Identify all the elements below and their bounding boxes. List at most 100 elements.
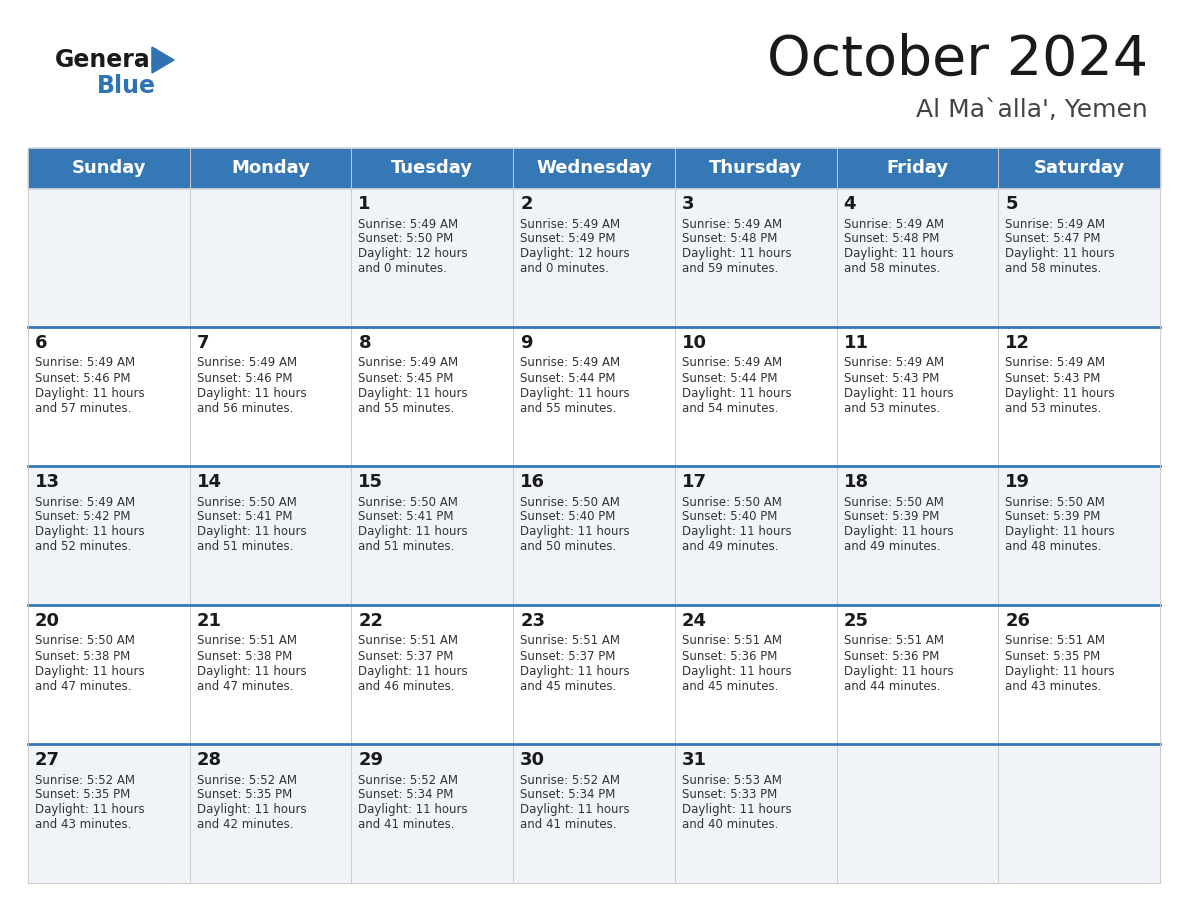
Text: Sunset: 5:36 PM: Sunset: 5:36 PM (682, 650, 777, 663)
Text: Sunset: 5:38 PM: Sunset: 5:38 PM (197, 650, 292, 663)
Text: Daylight: 11 hours: Daylight: 11 hours (34, 803, 145, 816)
Text: and 51 minutes.: and 51 minutes. (197, 541, 293, 554)
Text: General: General (55, 48, 159, 72)
Text: 6: 6 (34, 334, 48, 352)
Text: and 40 minutes.: and 40 minutes. (682, 819, 778, 832)
Text: 20: 20 (34, 612, 61, 630)
Text: Daylight: 11 hours: Daylight: 11 hours (359, 386, 468, 399)
Text: Friday: Friday (886, 159, 948, 177)
Text: 24: 24 (682, 612, 707, 630)
Text: Daylight: 11 hours: Daylight: 11 hours (682, 386, 791, 399)
Text: Daylight: 11 hours: Daylight: 11 hours (520, 665, 630, 677)
Text: and 45 minutes.: and 45 minutes. (520, 679, 617, 692)
Text: Daylight: 11 hours: Daylight: 11 hours (1005, 248, 1114, 261)
Text: 1: 1 (359, 195, 371, 213)
Text: and 55 minutes.: and 55 minutes. (359, 401, 455, 415)
Text: 29: 29 (359, 751, 384, 769)
Text: Sunrise: 5:52 AM: Sunrise: 5:52 AM (520, 774, 620, 787)
Text: Wednesday: Wednesday (536, 159, 652, 177)
Text: Sunrise: 5:49 AM: Sunrise: 5:49 AM (682, 218, 782, 230)
Text: Sunrise: 5:49 AM: Sunrise: 5:49 AM (359, 356, 459, 370)
Text: Sunrise: 5:51 AM: Sunrise: 5:51 AM (1005, 634, 1105, 647)
Bar (29, 605, 1159, 744)
Text: Sunset: 5:42 PM: Sunset: 5:42 PM (34, 510, 131, 523)
Text: Daylight: 12 hours: Daylight: 12 hours (520, 248, 630, 261)
Bar (29, 744, 1159, 883)
Text: Sunrise: 5:51 AM: Sunrise: 5:51 AM (682, 634, 782, 647)
Text: 13: 13 (34, 473, 61, 491)
Text: Sunset: 5:45 PM: Sunset: 5:45 PM (359, 372, 454, 385)
Text: Al Ma`alla', Yemen: Al Ma`alla', Yemen (916, 98, 1148, 122)
Text: Sunrise: 5:49 AM: Sunrise: 5:49 AM (843, 218, 943, 230)
Text: 9: 9 (520, 334, 532, 352)
Text: Sunset: 5:48 PM: Sunset: 5:48 PM (682, 232, 777, 245)
Text: Daylight: 11 hours: Daylight: 11 hours (197, 525, 307, 539)
Text: and 58 minutes.: and 58 minutes. (843, 263, 940, 275)
Text: Sunrise: 5:49 AM: Sunrise: 5:49 AM (1005, 218, 1105, 230)
Text: Sunrise: 5:52 AM: Sunrise: 5:52 AM (197, 774, 297, 787)
Text: Sunset: 5:34 PM: Sunset: 5:34 PM (520, 789, 615, 801)
Text: Sunset: 5:37 PM: Sunset: 5:37 PM (359, 650, 454, 663)
Text: Sunset: 5:43 PM: Sunset: 5:43 PM (1005, 372, 1100, 385)
Text: 10: 10 (682, 334, 707, 352)
Text: and 53 minutes.: and 53 minutes. (843, 401, 940, 415)
Bar (29, 148, 1159, 883)
Text: 22: 22 (359, 612, 384, 630)
Text: Monday: Monday (232, 159, 310, 177)
Text: and 0 minutes.: and 0 minutes. (359, 263, 448, 275)
Text: and 47 minutes.: and 47 minutes. (197, 679, 293, 692)
Text: Daylight: 11 hours: Daylight: 11 hours (682, 525, 791, 539)
Text: Daylight: 11 hours: Daylight: 11 hours (197, 386, 307, 399)
Polygon shape (152, 47, 173, 73)
Text: Sunrise: 5:51 AM: Sunrise: 5:51 AM (197, 634, 297, 647)
Text: Sunset: 5:46 PM: Sunset: 5:46 PM (197, 372, 292, 385)
Text: Sunrise: 5:49 AM: Sunrise: 5:49 AM (197, 356, 297, 370)
Text: 14: 14 (197, 473, 222, 491)
Text: Daylight: 11 hours: Daylight: 11 hours (34, 665, 145, 677)
Text: 25: 25 (843, 612, 868, 630)
Text: Daylight: 11 hours: Daylight: 11 hours (520, 803, 630, 816)
Text: Sunrise: 5:50 AM: Sunrise: 5:50 AM (1005, 496, 1105, 509)
Text: Daylight: 11 hours: Daylight: 11 hours (197, 665, 307, 677)
Text: Sunset: 5:49 PM: Sunset: 5:49 PM (520, 232, 615, 245)
Text: Sunrise: 5:49 AM: Sunrise: 5:49 AM (520, 356, 620, 370)
Text: Thursday: Thursday (709, 159, 802, 177)
Text: and 44 minutes.: and 44 minutes. (843, 679, 940, 692)
Text: Sunrise: 5:51 AM: Sunrise: 5:51 AM (843, 634, 943, 647)
Text: Sunset: 5:50 PM: Sunset: 5:50 PM (359, 232, 454, 245)
Text: and 43 minutes.: and 43 minutes. (34, 819, 132, 832)
Text: Sunrise: 5:49 AM: Sunrise: 5:49 AM (682, 356, 782, 370)
Text: 16: 16 (520, 473, 545, 491)
Text: and 48 minutes.: and 48 minutes. (1005, 541, 1101, 554)
Text: 12: 12 (1005, 334, 1030, 352)
Text: and 57 minutes.: and 57 minutes. (34, 401, 132, 415)
Text: and 51 minutes.: and 51 minutes. (359, 541, 455, 554)
Text: Sunset: 5:36 PM: Sunset: 5:36 PM (843, 650, 939, 663)
Text: Daylight: 11 hours: Daylight: 11 hours (843, 386, 953, 399)
Text: Sunrise: 5:51 AM: Sunrise: 5:51 AM (359, 634, 459, 647)
Text: Daylight: 11 hours: Daylight: 11 hours (843, 525, 953, 539)
Text: Sunset: 5:41 PM: Sunset: 5:41 PM (359, 510, 454, 523)
Text: Sunset: 5:44 PM: Sunset: 5:44 PM (682, 372, 777, 385)
Text: Daylight: 11 hours: Daylight: 11 hours (682, 248, 791, 261)
Text: Blue: Blue (97, 74, 156, 98)
Text: Sunset: 5:35 PM: Sunset: 5:35 PM (1005, 650, 1100, 663)
Text: 27: 27 (34, 751, 61, 769)
Text: Sunset: 5:34 PM: Sunset: 5:34 PM (359, 789, 454, 801)
Text: Tuesday: Tuesday (391, 159, 473, 177)
Text: Sunrise: 5:49 AM: Sunrise: 5:49 AM (34, 496, 135, 509)
Text: Sunrise: 5:50 AM: Sunrise: 5:50 AM (197, 496, 297, 509)
Text: and 49 minutes.: and 49 minutes. (843, 541, 940, 554)
Text: and 41 minutes.: and 41 minutes. (520, 819, 617, 832)
Text: Sunset: 5:37 PM: Sunset: 5:37 PM (520, 650, 615, 663)
Bar (29, 188, 1159, 327)
Text: 21: 21 (197, 612, 222, 630)
Text: 4: 4 (843, 195, 857, 213)
Text: 15: 15 (359, 473, 384, 491)
Text: Sunset: 5:35 PM: Sunset: 5:35 PM (34, 789, 131, 801)
Text: Sunrise: 5:49 AM: Sunrise: 5:49 AM (359, 218, 459, 230)
Text: Sunrise: 5:50 AM: Sunrise: 5:50 AM (34, 634, 135, 647)
Text: 31: 31 (682, 751, 707, 769)
Text: Sunrise: 5:50 AM: Sunrise: 5:50 AM (682, 496, 782, 509)
Text: Daylight: 11 hours: Daylight: 11 hours (359, 665, 468, 677)
